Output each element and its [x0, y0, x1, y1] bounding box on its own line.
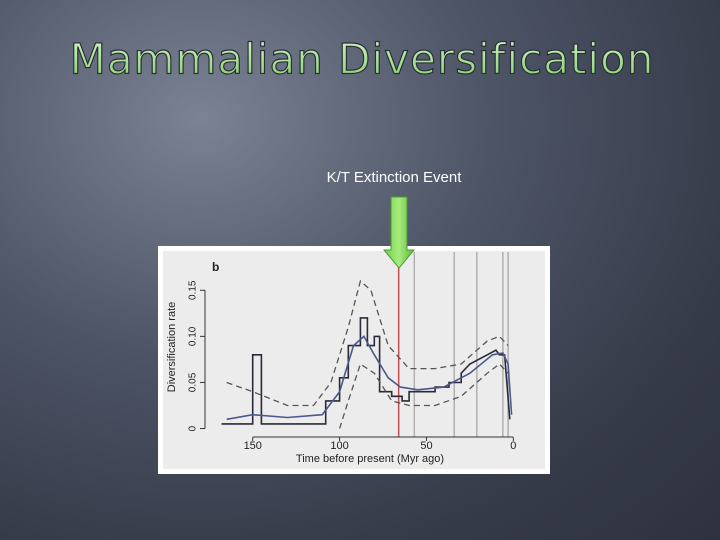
rate-line	[221, 317, 511, 425]
x-tick-label: 100	[330, 440, 348, 452]
chart-bg	[163, 251, 545, 469]
slide-title: Mammalian Diversification	[70, 35, 655, 84]
y-tick-label: 0.05	[188, 372, 199, 392]
panel-label: b	[212, 260, 219, 274]
x-tick-label: 150	[244, 440, 262, 452]
annotation: K/T Extinction Event	[327, 169, 463, 186]
y-tick-label: 0.15	[188, 280, 199, 300]
y-tick-label: 0	[188, 425, 199, 431]
x-tick-label: 0	[510, 440, 516, 452]
arrow	[382, 196, 416, 269]
confidence-line	[338, 362, 509, 429]
rate-line	[226, 335, 513, 421]
x-tick-label: 50	[420, 440, 432, 452]
y-axis-label: Diversification rate	[166, 302, 178, 392]
x-axis-label: Time before present (Myr ago)	[296, 453, 444, 465]
confidence-line	[226, 279, 509, 407]
y-tick-label: 0.10	[188, 326, 199, 346]
